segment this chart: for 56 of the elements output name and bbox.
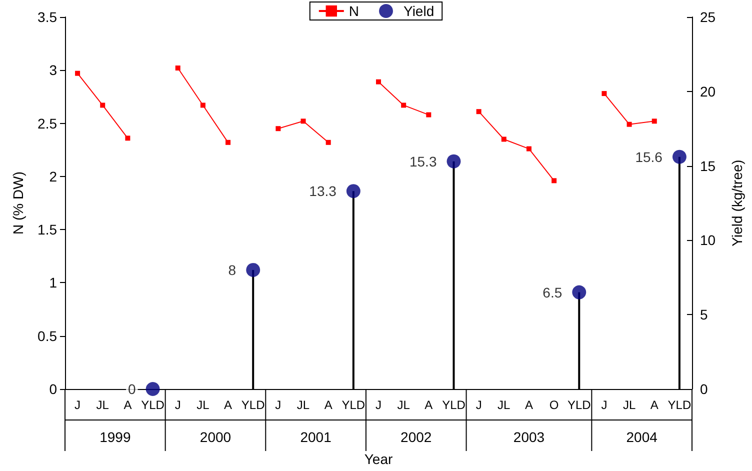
x-tick-label: A — [424, 398, 433, 412]
x-tick-label: O — [549, 398, 559, 412]
data-label: 15.3 — [409, 153, 437, 170]
x-tick-label: JL — [622, 398, 636, 412]
x-tick-label: YLD — [141, 398, 165, 412]
y2-tick-label: 25 — [700, 9, 716, 25]
text: 2004 — [626, 429, 658, 445]
x-tick-label: JL — [96, 398, 110, 412]
x-tick-label: A — [524, 398, 533, 412]
x-tick-label: YLD — [342, 398, 366, 412]
x-tick-label: J — [174, 398, 181, 412]
x-tick-label: A — [224, 398, 232, 412]
y-tick-label: 3.5 — [38, 9, 58, 25]
y2-tick-label: 5 — [700, 306, 708, 323]
legend-label: N — [348, 3, 360, 19]
text: 2003 — [513, 429, 545, 445]
x-tick-label: J — [376, 398, 382, 412]
x-tick-label: JL — [296, 398, 310, 412]
x-tick-label: YLD — [442, 398, 466, 412]
data-label: 8 — [228, 262, 236, 278]
y2-tick-label: 0 — [700, 381, 708, 397]
x-tick-label: J — [74, 398, 81, 412]
y-tick-label: 2 — [49, 168, 58, 184]
x-tick-label: A — [650, 398, 658, 412]
y-tick-label: 2.5 — [38, 115, 58, 132]
data-label: 13.3 — [309, 183, 337, 200]
x-tick-label: J — [476, 398, 482, 412]
y-tick-label: 1.5 — [38, 222, 58, 238]
y-tick-label: 0 — [49, 381, 58, 397]
text: 2002 — [400, 429, 432, 445]
data-label: 15.6 — [635, 148, 663, 165]
data-label: 6.5 — [542, 284, 562, 300]
y2-tick-label: 10 — [700, 232, 716, 248]
text: 2000 — [200, 429, 232, 445]
x-tick-label: J — [601, 398, 608, 412]
x-tick-label: J — [275, 398, 282, 412]
x-tick-label: A — [124, 398, 132, 412]
legend-label: Yield — [404, 3, 434, 19]
text: 2001 — [300, 429, 332, 445]
x-tick-label: YLD — [668, 398, 692, 412]
y2-tick-label: 15 — [700, 158, 716, 174]
text: 1999 — [100, 429, 131, 445]
x-tick-label: JL — [498, 398, 511, 412]
y-tick-label: 0.5 — [38, 328, 58, 344]
y-axis-title: N (% DW) — [10, 172, 26, 234]
x-tick-label: YLD — [567, 398, 592, 412]
y-tick-label: 1 — [49, 274, 58, 291]
x-tick-label: YLD — [241, 398, 266, 412]
y-tick-label: 3 — [49, 62, 58, 78]
x-tick-label: JL — [196, 398, 210, 412]
x-axis-title: Year — [364, 451, 393, 467]
y2-axis-title: Yield (kg/tree) — [729, 160, 745, 246]
x-tick-label: A — [324, 398, 332, 412]
x-tick-label: JL — [397, 398, 410, 412]
y2-tick-label: 20 — [700, 83, 716, 100]
data-label: 0 — [128, 381, 136, 397]
